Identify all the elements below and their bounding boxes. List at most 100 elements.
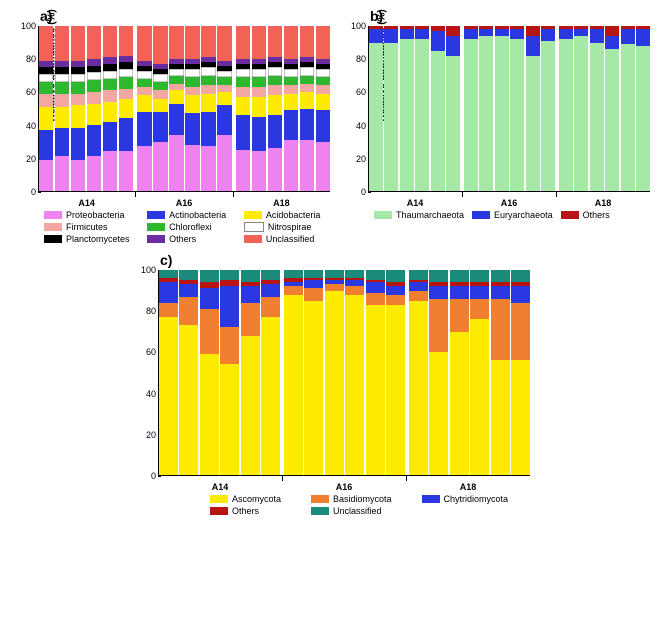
bar-segment xyxy=(316,69,330,77)
stacked-bar xyxy=(241,270,260,475)
bar-segment xyxy=(304,270,323,278)
bar-segment xyxy=(268,95,282,115)
legend-label: Chytridiomycota xyxy=(444,494,509,504)
stacked-bar xyxy=(415,26,429,191)
bar-segment xyxy=(87,80,101,92)
stacked-bar xyxy=(284,270,303,475)
bar-segment xyxy=(236,97,250,115)
bar-segment xyxy=(386,295,405,305)
bar-segment xyxy=(409,270,428,280)
axis-y-b: 020406080100 xyxy=(340,26,368,206)
bar-segment xyxy=(185,95,199,113)
bar-segment xyxy=(217,85,231,92)
bar-segment xyxy=(636,46,650,191)
bar-segment xyxy=(415,29,429,39)
bar-segment xyxy=(137,87,151,95)
bar-segment xyxy=(169,26,183,59)
plot-c xyxy=(158,270,530,476)
bar-segment xyxy=(386,286,405,294)
legend-swatch xyxy=(147,211,165,219)
bar-segment xyxy=(400,39,414,191)
stacked-bar xyxy=(252,26,266,191)
bar-segment xyxy=(464,29,478,39)
bar-segment xyxy=(559,39,573,191)
bar-segment xyxy=(429,352,448,475)
bar-segment xyxy=(201,26,215,57)
bar-segment xyxy=(200,354,219,475)
xlabel: A16 xyxy=(501,198,518,208)
legend-item: Firmicutes xyxy=(44,222,139,232)
bar-segment xyxy=(300,140,314,191)
bar-segment xyxy=(119,56,133,63)
bar-segment xyxy=(153,82,167,90)
bar-segment xyxy=(450,286,469,298)
bar-segment xyxy=(470,270,489,282)
bar-segment xyxy=(590,43,604,192)
ytick: 80 xyxy=(26,54,36,64)
bar-segment xyxy=(366,293,385,305)
stacked-bar xyxy=(526,26,540,191)
legend-label: Ascomycota xyxy=(232,494,281,504)
ytick: 100 xyxy=(141,265,156,275)
bar-segment xyxy=(217,26,231,61)
bar-segment xyxy=(153,74,167,82)
bar-segment xyxy=(201,112,215,147)
chart-b: Relative abundance (%) 020406080100 A14A… xyxy=(340,26,650,206)
bar-segment xyxy=(491,286,510,298)
bar-segment xyxy=(446,26,460,36)
stacked-bar xyxy=(511,270,530,475)
bar-segment xyxy=(304,280,323,288)
bar-segment xyxy=(179,325,198,475)
bar-segment xyxy=(316,77,330,85)
legend-swatch xyxy=(244,235,262,243)
bar-segment xyxy=(268,85,282,95)
stacked-bar xyxy=(325,270,344,475)
legend-swatch xyxy=(311,507,329,515)
legend-label: Thaumarchaeota xyxy=(396,210,464,220)
bar-group xyxy=(159,270,280,475)
bar-segment xyxy=(87,104,101,125)
bar-segment xyxy=(169,90,183,103)
bar-segment xyxy=(491,360,510,475)
bar-segment xyxy=(252,87,266,97)
chart-c: Relative abundance (%) 020406080100 A14A… xyxy=(130,270,530,490)
bar-segment xyxy=(429,270,448,282)
legend-item: Chytridiomycota xyxy=(422,494,531,504)
bar-segment xyxy=(450,270,469,282)
bar-segment xyxy=(200,288,219,309)
bar-segment xyxy=(284,295,303,475)
bar-segment xyxy=(511,286,530,302)
bar-segment xyxy=(137,146,151,191)
bar-segment xyxy=(137,112,151,147)
bar-segment xyxy=(511,360,530,475)
panel-b: b) Relative abundance (%) 020406080100 A… xyxy=(340,10,650,244)
bar-segment xyxy=(261,270,280,280)
bar-segment xyxy=(236,69,250,77)
stacked-bar xyxy=(284,26,298,191)
bar-segment xyxy=(510,39,524,191)
bar-group xyxy=(409,270,530,475)
bar-segment xyxy=(541,29,555,41)
legend-c: AscomycotaBasidiomycotaChytridiomycotaOt… xyxy=(210,494,530,516)
ytick: 40 xyxy=(356,121,366,131)
bar-segment xyxy=(103,71,117,79)
bar-segment xyxy=(268,76,282,86)
stacked-bar xyxy=(409,270,428,475)
bar-segment xyxy=(304,288,323,300)
ytick: 20 xyxy=(146,430,156,440)
bar-segment xyxy=(384,43,398,192)
bar-segment xyxy=(431,51,445,191)
bar-segment xyxy=(55,107,69,128)
bar-segment xyxy=(55,74,69,82)
legend-label: Chloroflexi xyxy=(169,222,212,232)
bar-segment xyxy=(450,299,469,332)
bar-segment xyxy=(261,284,280,296)
bar-segment xyxy=(316,26,330,59)
legend-item: Actinobacteria xyxy=(147,210,236,220)
bar-segment xyxy=(179,297,198,326)
bar-segment xyxy=(103,57,117,64)
bar-segment xyxy=(159,303,178,317)
ytick: 0 xyxy=(31,187,36,197)
bar-segment xyxy=(284,94,298,111)
bar-segment xyxy=(268,115,282,148)
